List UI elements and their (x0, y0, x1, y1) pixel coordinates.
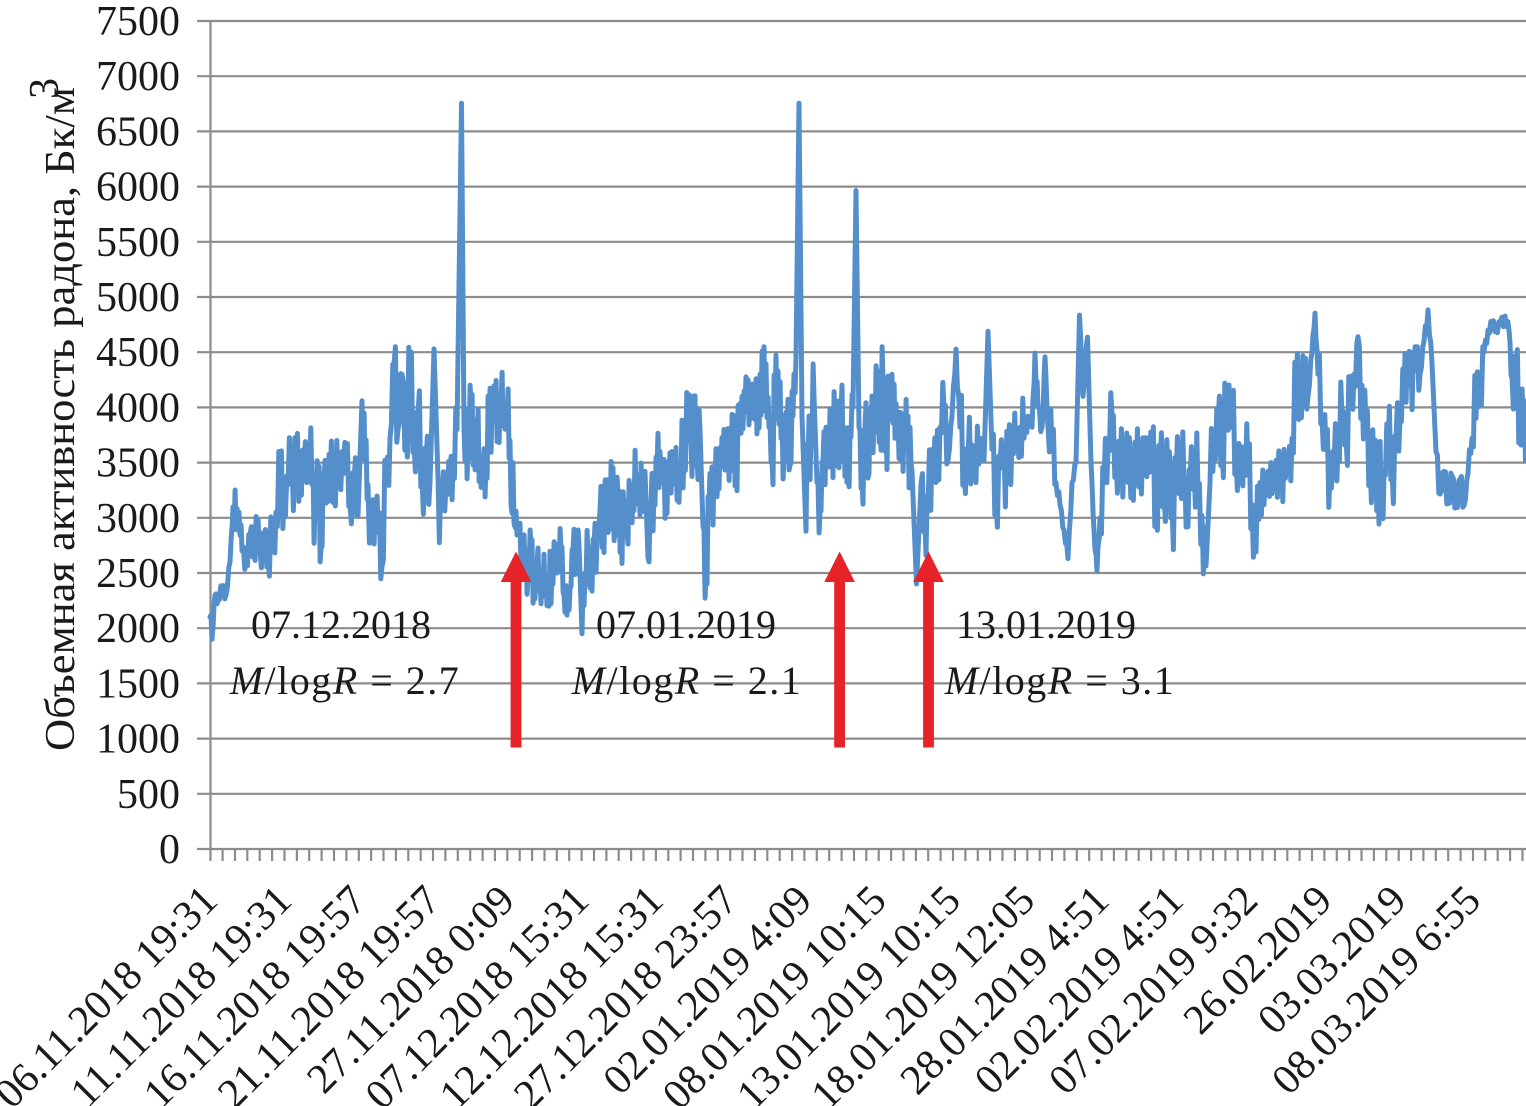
svg-text:4500: 4500 (96, 330, 180, 376)
svg-text:1000: 1000 (96, 717, 180, 763)
svg-text:M/logR = 2.7: M/logR = 2.7 (229, 658, 461, 703)
svg-text:Объемная активность радона, Бк: Объемная активность радона, Бк/м (38, 87, 84, 751)
svg-text:6500: 6500 (96, 109, 180, 155)
svg-text:07.01.2019: 07.01.2019 (596, 602, 776, 647)
svg-text:3000: 3000 (96, 496, 180, 542)
svg-text:3: 3 (22, 78, 68, 99)
svg-text:13.01.2019: 13.01.2019 (956, 602, 1136, 647)
svg-text:2500: 2500 (96, 551, 180, 597)
svg-text:07.12.2018: 07.12.2018 (251, 602, 431, 647)
svg-text:2000: 2000 (96, 606, 180, 652)
svg-text:500: 500 (117, 772, 180, 818)
svg-text:7000: 7000 (96, 54, 180, 100)
svg-text:7500: 7500 (96, 0, 180, 45)
svg-text:3500: 3500 (96, 441, 180, 487)
svg-text:4000: 4000 (96, 385, 180, 431)
svg-text:1500: 1500 (96, 661, 180, 707)
svg-text:5500: 5500 (96, 220, 180, 266)
svg-text:5000: 5000 (96, 275, 180, 321)
svg-text:0: 0 (159, 827, 180, 873)
svg-text:6000: 6000 (96, 165, 180, 211)
svg-text:M/logR = 3.1: M/logR = 3.1 (944, 658, 1176, 703)
svg-text:M/logR = 2.1: M/logR = 2.1 (571, 658, 803, 703)
